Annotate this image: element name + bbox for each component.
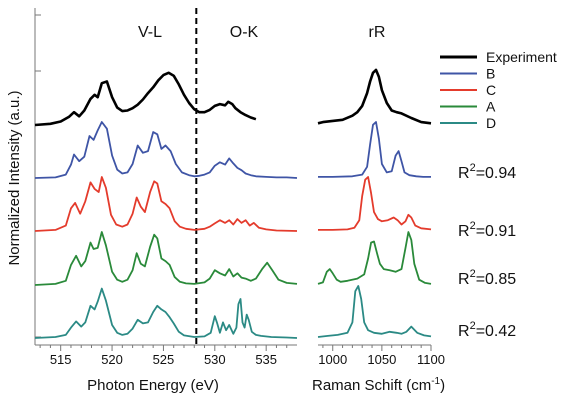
r2-label-b: R2=0.94 [458,162,516,182]
x-tick-label: 1000 [318,352,347,367]
series-line-raman-c [318,176,432,231]
series-line-raman-b [318,121,431,178]
x-axis-title-energy: Photon Energy (eV) [87,377,219,394]
series-line-xas-d [34,287,298,339]
legend-label-d: D [486,115,496,131]
spectra-curves [34,68,432,339]
r2-label-d: R2=0.42 [458,320,516,340]
series-line-xas-b [34,121,298,179]
x-axis-title-raman: Raman Schift (cm-1) [312,376,445,394]
x-tick-label: 530 [204,352,226,367]
panel-label-rr: rR [369,24,386,41]
series-line-xas-a [34,231,298,286]
chart-text: 515 520 525 530 535 1000 1050 1100 V-L O-K rR Photo… [6,24,557,394]
legend-label-a: A [486,99,496,115]
r2-label-c: R2=0.91 [458,220,516,240]
legend-label-b: B [486,66,495,82]
axes-frame [34,8,477,351]
x-tick-label: 535 [255,352,277,367]
r2-label-a: R2=0.85 [458,268,516,288]
x-tick-label: 520 [101,352,123,367]
x-tick-label: 515 [50,352,72,367]
panel-label-ok: O-K [230,24,259,41]
series-line-xas-c [34,176,298,232]
series-line-raman-a [317,231,432,285]
panel-label-vl: V-L [138,24,162,41]
series-line-raman-d [317,285,432,338]
legend-label-experiment: Experiment [486,49,557,65]
x-tick-label: 1100 [417,352,445,367]
y-axis-title: Normalized Intensity (a.u.) [6,90,23,265]
x-tick-label: 1050 [367,352,396,367]
legend-label-c: C [486,82,496,98]
series-line-xas-experiment [34,71,257,127]
series-line-raman-experiment [317,68,432,125]
x-tick-label: 525 [153,352,175,367]
